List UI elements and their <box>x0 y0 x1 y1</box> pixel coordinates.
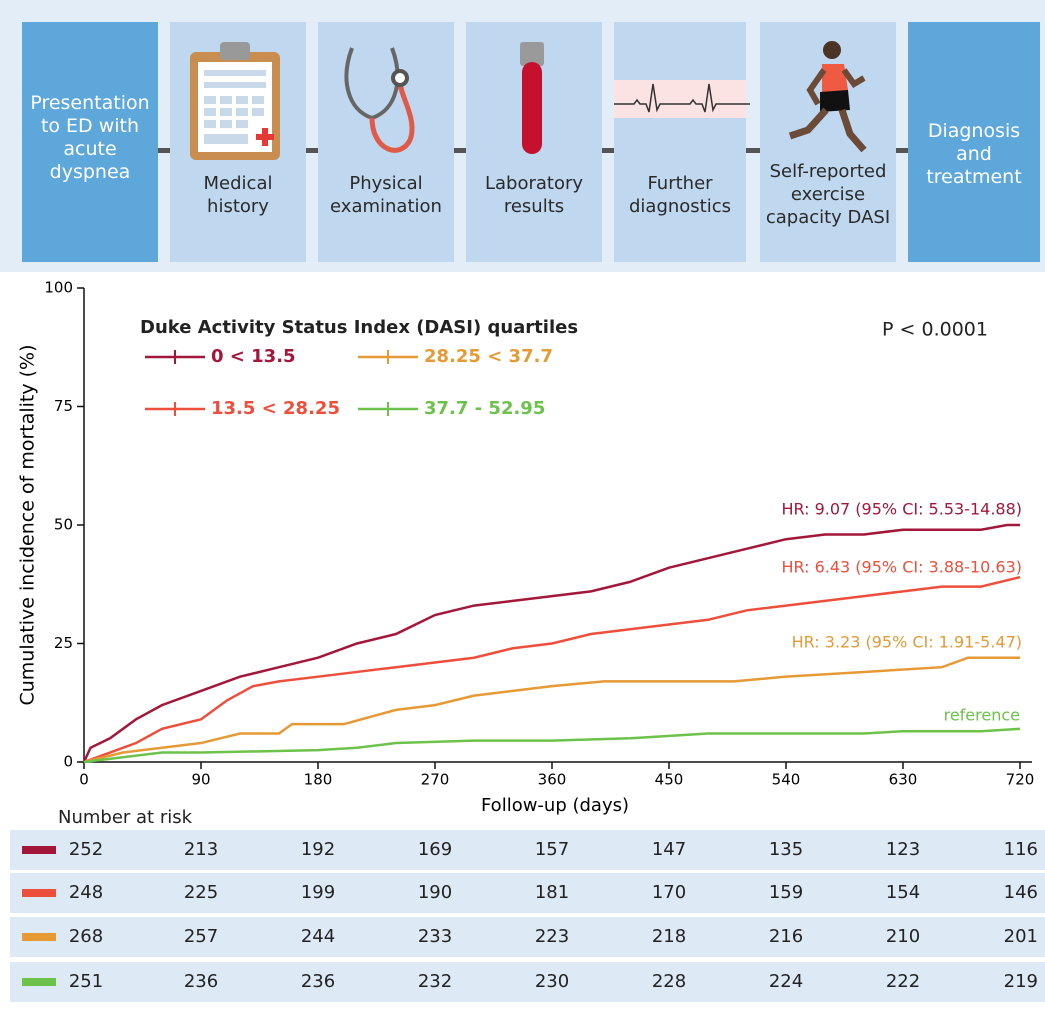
risk-count: 228 <box>652 971 686 992</box>
connector <box>158 148 170 153</box>
risk-count: 213 <box>184 839 218 860</box>
flow-step: Presentation to ED with acute dyspnea <box>22 22 158 262</box>
risk-count: 236 <box>301 971 335 992</box>
risk-count: 268 <box>69 926 103 947</box>
risk-count: 244 <box>301 926 335 947</box>
risk-count: 123 <box>886 839 920 860</box>
risk-count: 170 <box>652 882 686 903</box>
flow-diagram: Presentation to ED with acute dyspnea Me… <box>0 0 1045 272</box>
risk-count: 222 <box>886 971 920 992</box>
risk-color-bar <box>22 933 56 941</box>
step-label: Physical examination <box>320 172 452 218</box>
step-label: Presentation to ED with acute dyspnea <box>24 92 156 184</box>
flow-step: Self-reported exercise capacity DASI <box>760 22 896 262</box>
risk-count: 224 <box>769 971 803 992</box>
x-axis-title: Follow-up (days) <box>481 795 629 816</box>
x-tick-label: 450 <box>655 771 684 789</box>
connector <box>454 148 466 153</box>
risk-count: 192 <box>301 839 335 860</box>
risk-count: 219 <box>1004 971 1038 992</box>
legend-title: Duke Activity Status Index (DASI) quarti… <box>140 317 578 338</box>
flow-step: Medical history <box>170 22 306 262</box>
connector <box>746 148 760 153</box>
y-tick-label: 75 <box>54 397 73 415</box>
step-label: Further diagnostics <box>628 172 732 218</box>
annotation: HR: 9.07 (95% CI: 5.53-14.88) <box>781 500 1022 519</box>
risk-count: 146 <box>1004 882 1038 903</box>
x-tick-label: 180 <box>304 771 333 789</box>
x-tick-label: 270 <box>421 771 450 789</box>
survival-curve <box>84 577 1020 762</box>
risk-count: 159 <box>769 882 803 903</box>
chart: Cumulative incidence of mortality (%) Fo… <box>0 272 1045 1014</box>
step-label: Self-reported exercise capacity DASI <box>764 160 892 229</box>
annotation: HR: 3.23 (95% CI: 1.91-5.47) <box>792 633 1022 652</box>
x-tick-label: 90 <box>191 771 210 789</box>
legend-label: 37.7 - 52.95 <box>424 398 545 419</box>
y-tick-label: 25 <box>54 634 73 652</box>
legend-label: 0 < 13.5 <box>211 346 296 367</box>
x-tick-label: 630 <box>889 771 918 789</box>
risk-count: 233 <box>418 926 452 947</box>
risk-count: 236 <box>184 971 218 992</box>
annotation: reference <box>944 706 1020 725</box>
survival-curve <box>84 729 1020 762</box>
risk-count: 218 <box>652 926 686 947</box>
page: Presentation to ED with acute dyspnea Me… <box>0 0 1045 1014</box>
flow-step: Diagnosis and treatment <box>908 22 1040 262</box>
risk-count: 201 <box>1004 926 1038 947</box>
risk-count: 251 <box>69 971 103 992</box>
risk-count: 252 <box>69 839 103 860</box>
risk-count: 225 <box>184 882 218 903</box>
y-tick-label: 0 <box>63 753 73 771</box>
legend-label: 13.5 < 28.25 <box>211 398 340 419</box>
annotation: P < 0.0001 <box>882 319 988 341</box>
flow-step: Physical examination <box>318 22 454 262</box>
risk-count: 169 <box>418 839 452 860</box>
risk-count: 190 <box>418 882 452 903</box>
risk-count: 223 <box>535 926 569 947</box>
risk-count: 154 <box>886 882 920 903</box>
risk-count: 135 <box>769 839 803 860</box>
risk-count: 157 <box>535 839 569 860</box>
connector <box>306 148 318 153</box>
risk-count: 181 <box>535 882 569 903</box>
risk-count: 257 <box>184 926 218 947</box>
risk-count: 216 <box>769 926 803 947</box>
step-label: Medical history <box>198 172 278 218</box>
risk-count: 232 <box>418 971 452 992</box>
y-tick-label: 100 <box>44 279 73 297</box>
risk-count: 210 <box>886 926 920 947</box>
x-tick-label: 720 <box>1006 771 1035 789</box>
connector <box>602 148 614 153</box>
connector <box>896 148 908 153</box>
step-label: Laboratory results <box>468 172 600 218</box>
x-tick-label: 540 <box>772 771 801 789</box>
flow-step: Further diagnostics <box>614 22 746 262</box>
legend-label: 28.25 < 37.7 <box>424 346 553 367</box>
risk-count: 248 <box>69 882 103 903</box>
survival-curve <box>84 658 1020 762</box>
x-tick-label: 360 <box>538 771 567 789</box>
flow-step: Laboratory results <box>466 22 602 262</box>
step-label: Diagnosis and treatment <box>924 120 1024 189</box>
risk-count: 116 <box>1004 839 1038 860</box>
risk-table-title: Number at risk <box>58 807 193 828</box>
annotation: HR: 6.43 (95% CI: 3.88-10.63) <box>781 558 1022 577</box>
risk-count: 230 <box>535 971 569 992</box>
risk-count: 147 <box>652 839 686 860</box>
risk-color-bar <box>22 978 56 986</box>
x-tick-label: 0 <box>79 771 89 789</box>
risk-count: 199 <box>301 882 335 903</box>
risk-color-bar <box>22 889 56 897</box>
y-axis-title: Cumulative incidence of mortality (%) <box>17 344 39 705</box>
risk-color-bar <box>22 846 56 854</box>
y-tick-label: 50 <box>54 516 73 534</box>
